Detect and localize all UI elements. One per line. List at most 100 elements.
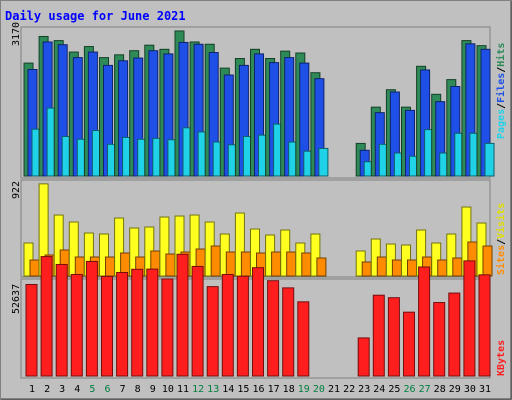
bar-kbytes-day-10	[161, 278, 174, 377]
bar-sites-day-14	[225, 251, 236, 277]
x-tick-label-day-7: 7	[120, 384, 126, 395]
x-tick-label-day-27: 27	[419, 384, 431, 395]
x-tick-label-day-24: 24	[373, 384, 385, 395]
legend-sep-1: /	[496, 103, 507, 109]
bar-sites-day-19	[301, 252, 312, 277]
x-tick-label-day-4: 4	[74, 384, 80, 395]
bar-visits-day-20	[310, 233, 321, 277]
x-tick-label-day-10: 10	[162, 384, 174, 395]
legend-middle: Sites/Visits	[495, 203, 507, 275]
x-tick-label-day-12: 12	[192, 384, 204, 395]
bar-kbytes-day-25	[387, 297, 400, 377]
bar-visits-day-10	[159, 216, 170, 277]
x-tick-label-day-1: 1	[29, 384, 35, 395]
bar-sites-day-1	[29, 259, 40, 277]
bar-visits-day-29	[446, 233, 457, 277]
bar-sites-day-15	[240, 251, 251, 277]
x-tick-label-day-29: 29	[449, 384, 461, 395]
x-tick-label-day-17: 17	[268, 384, 280, 395]
x-tick-label-day-26: 26	[403, 384, 415, 395]
ymax-label-top: 3170	[11, 22, 22, 46]
x-tick-label-day-28: 28	[434, 384, 446, 395]
bar-kbytes-day-9	[146, 268, 159, 377]
x-axis-labels: 1 2 3 4 5 6 7 8 9 10 11 12 13 14 15 16 17 18 19 20 21 22 23 24 2…	[29, 384, 491, 395]
bar-kbytes-day-14	[221, 273, 234, 377]
bar-sites-day-10	[165, 253, 176, 277]
x-tick-label-day-30: 30	[464, 384, 476, 395]
bar-sites-day-25	[391, 259, 402, 277]
chart-marks	[23, 30, 495, 377]
x-tick-label-day-23: 23	[358, 384, 370, 395]
x-tick-label-day-19: 19	[298, 384, 310, 395]
bar-sites-day-20	[316, 257, 327, 277]
legend-top: Pages/Files/Hits	[495, 43, 507, 139]
bar-kbytes-day-11	[176, 253, 189, 377]
bar-sites-day-6	[105, 256, 115, 277]
bar-kbytes-day-17	[267, 280, 280, 377]
x-tick-label-day-9: 9	[150, 384, 156, 395]
x-tick-label-day-8: 8	[135, 384, 141, 395]
x-tick-label-day-16: 16	[252, 384, 264, 395]
x-tick-label-day-31: 31	[479, 384, 491, 395]
bar-sites-day-17	[271, 251, 282, 277]
legend-sep-3: /	[496, 239, 507, 245]
bar-sites-day-18	[286, 251, 297, 277]
bar-sites-day-26	[407, 259, 417, 277]
bar-sites-day-4	[74, 256, 85, 277]
bar-kbytes-day-31	[478, 274, 491, 377]
x-tick-label-day-5: 5	[89, 384, 95, 395]
ymax-label-bottom: 52637	[11, 284, 22, 314]
x-tick-label-day-11: 11	[177, 384, 189, 395]
x-tick-label-day-2: 2	[44, 384, 50, 395]
legend-kbytes: KBytes	[496, 340, 507, 376]
legend-pages: Pages	[496, 109, 507, 139]
bar-kbytes-day-16	[252, 267, 264, 377]
legend-hits: Hits	[495, 43, 507, 67]
bar-kbytes-day-8	[131, 268, 144, 377]
bar-kbytes-day-6	[101, 275, 113, 377]
bar-sites-day-28	[437, 259, 448, 277]
bar-kbytes-day-27	[418, 266, 431, 377]
bar-kbytes-day-7	[116, 272, 129, 377]
x-tick-label-day-20: 20	[313, 384, 325, 395]
legend-sep-2: /	[496, 67, 507, 73]
bar-kbytes-day-29	[448, 292, 461, 377]
bar-sites-day-31	[482, 245, 493, 277]
bar-kbytes-day-2	[40, 256, 53, 377]
bar-kbytes-day-15	[236, 275, 249, 377]
bar-sites-day-24	[376, 256, 387, 277]
bar-kbytes-day-5	[85, 260, 98, 377]
x-tick-label-day-21: 21	[328, 384, 340, 395]
bar-kbytes-day-13	[206, 286, 219, 377]
bar-kbytes-day-4	[70, 273, 83, 377]
bar-sites-day-13	[210, 245, 221, 277]
x-tick-label-day-6: 6	[104, 384, 110, 395]
x-tick-label-day-15: 15	[237, 384, 249, 395]
x-tick-label-day-22: 22	[343, 384, 355, 395]
bar-sites-day-29	[452, 257, 463, 277]
x-tick-label-day-25: 25	[388, 384, 400, 395]
x-tick-label-day-18: 18	[283, 384, 295, 395]
bar-kbytes-day-12	[191, 265, 204, 377]
x-tick-label-day-3: 3	[59, 384, 65, 395]
bar-kbytes-day-1	[25, 283, 38, 377]
chart-title: Daily usage for June 2021	[5, 9, 186, 23]
bar-kbytes-day-23	[357, 337, 370, 377]
bar-sites-day-23	[361, 261, 372, 277]
legend-visits: Visits	[495, 203, 507, 239]
x-tick-label-day-14: 14	[222, 384, 234, 395]
bar-kbytes-day-19	[297, 301, 310, 377]
ymax-label-middle: 922	[11, 181, 22, 199]
bar-kbytes-day-18	[282, 287, 295, 377]
bar-kbytes-day-26	[403, 311, 415, 377]
x-tick-label-day-13: 13	[207, 384, 219, 395]
bar-pages-day-31	[484, 142, 495, 177]
bar-kbytes-day-24	[372, 294, 385, 377]
bar-kbytes-day-3	[55, 263, 68, 377]
bar-pages-day-20	[318, 147, 329, 177]
legend-sites: Sites	[495, 245, 507, 275]
legend-files: Files	[495, 73, 507, 103]
bar-kbytes-day-28	[433, 302, 446, 377]
bar-kbytes-day-30	[463, 260, 476, 377]
